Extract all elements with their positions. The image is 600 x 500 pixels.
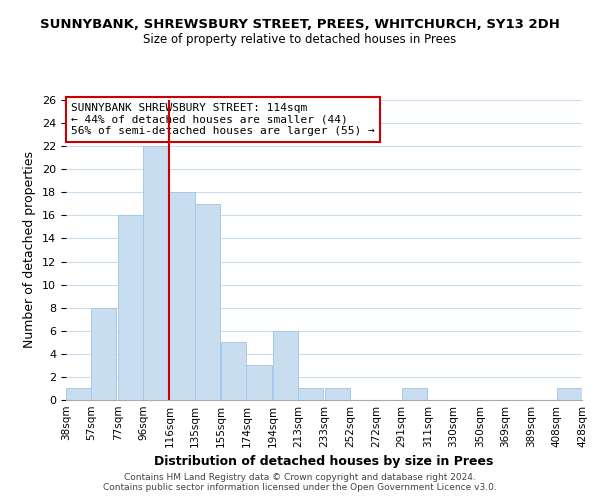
Bar [273,331,298,400]
Bar [143,146,168,400]
X-axis label: Distribution of detached houses by size in Prees: Distribution of detached houses by size … [154,456,494,468]
Bar [66,388,91,400]
Bar [247,366,272,400]
Bar [169,192,194,400]
Bar [91,308,116,400]
Text: SUNNYBANK SHREWSBURY STREET: 114sqm
← 44% of detached houses are smaller (44)
56: SUNNYBANK SHREWSBURY STREET: 114sqm ← 44… [71,103,375,136]
Bar [118,216,143,400]
Bar [298,388,323,400]
Bar [325,388,350,400]
Bar [401,388,427,400]
Bar [557,388,582,400]
Text: SUNNYBANK, SHREWSBURY STREET, PREES, WHITCHURCH, SY13 2DH: SUNNYBANK, SHREWSBURY STREET, PREES, WHI… [40,18,560,30]
Y-axis label: Number of detached properties: Number of detached properties [23,152,37,348]
Bar [221,342,247,400]
Text: Size of property relative to detached houses in Prees: Size of property relative to detached ho… [143,32,457,46]
Text: Contains HM Land Registry data © Crown copyright and database right 2024.: Contains HM Land Registry data © Crown c… [124,474,476,482]
Text: Contains public sector information licensed under the Open Government Licence v3: Contains public sector information licen… [103,484,497,492]
Bar [194,204,220,400]
